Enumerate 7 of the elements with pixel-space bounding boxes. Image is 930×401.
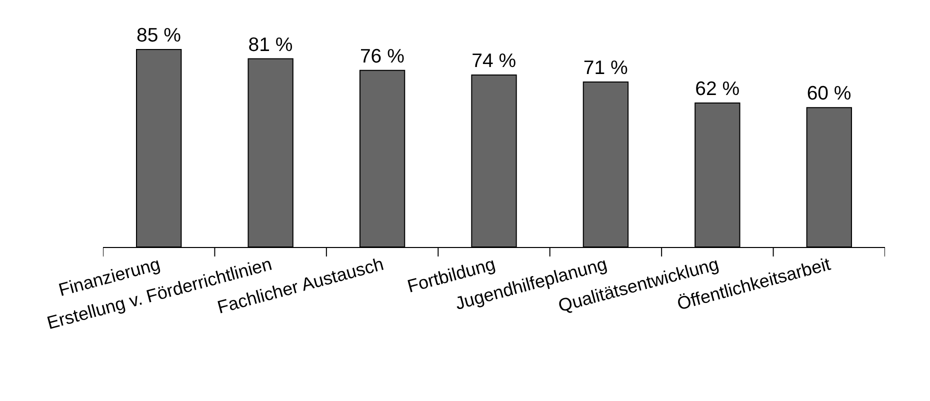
data-label: 85 % <box>136 24 181 47</box>
data-label: 71 % <box>583 57 628 80</box>
data-label: 81 % <box>248 34 293 56</box>
data-label: 74 % <box>472 50 516 72</box>
data-label: 76 % <box>360 46 404 68</box>
data-label: 60 % <box>806 82 852 105</box>
data-label: 62 % <box>695 78 740 100</box>
